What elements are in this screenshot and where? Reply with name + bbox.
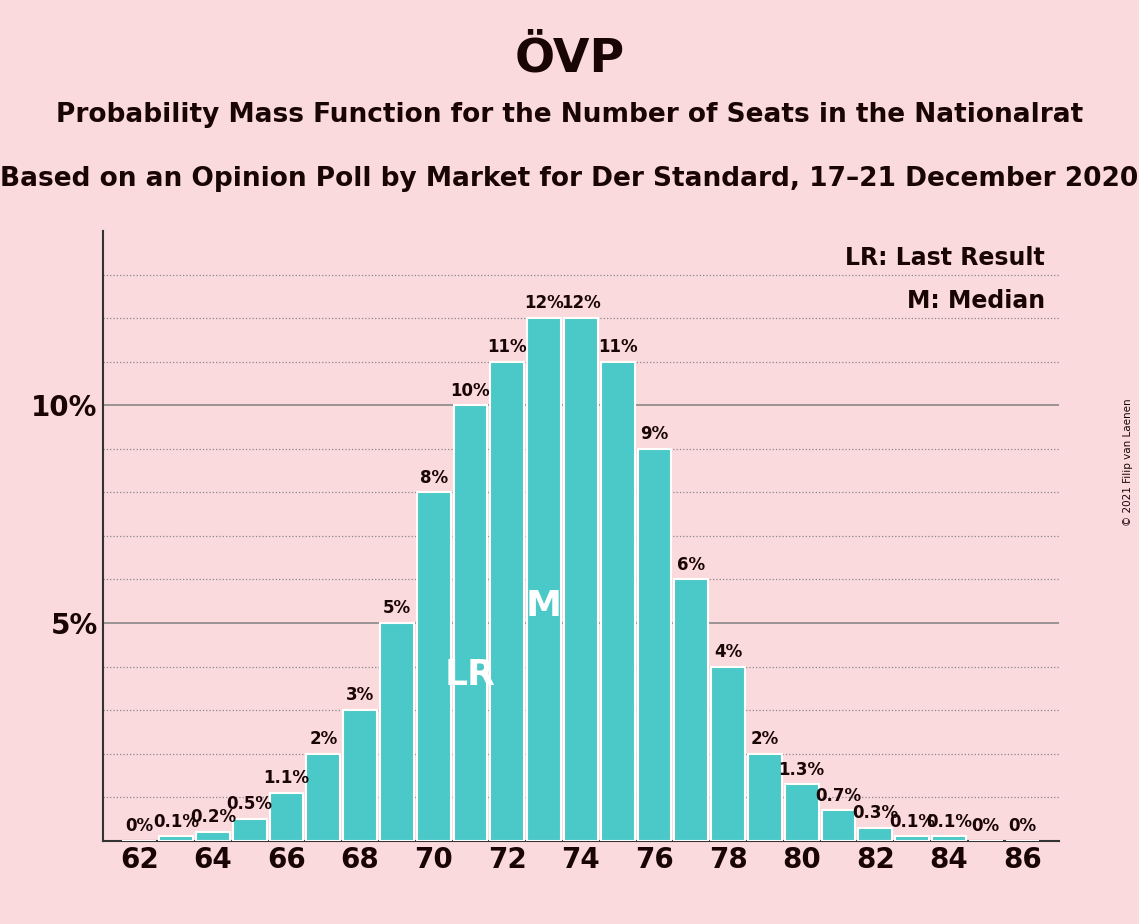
Text: © 2021 Filip van Laenen: © 2021 Filip van Laenen [1123, 398, 1133, 526]
Bar [932, 836, 966, 841]
Text: 2%: 2% [751, 730, 779, 748]
Bar [600, 361, 634, 841]
Bar [306, 754, 341, 841]
Bar [748, 754, 781, 841]
Bar [159, 836, 192, 841]
Bar [859, 828, 892, 841]
Text: M: Median: M: Median [907, 289, 1044, 313]
Text: M: M [526, 589, 562, 623]
Text: 0.7%: 0.7% [816, 786, 861, 805]
Text: 0.1%: 0.1% [926, 813, 972, 831]
Text: 3%: 3% [346, 687, 375, 704]
Text: 5%: 5% [383, 600, 411, 617]
Bar [895, 836, 929, 841]
Bar [674, 579, 708, 841]
Bar [232, 819, 267, 841]
Text: 11%: 11% [598, 338, 638, 356]
Bar [343, 711, 377, 841]
Text: Probability Mass Function for the Number of Seats in the Nationalrat: Probability Mass Function for the Number… [56, 102, 1083, 128]
Bar [491, 361, 524, 841]
Text: 6%: 6% [678, 556, 705, 574]
Bar [527, 318, 562, 841]
Text: 0.1%: 0.1% [153, 813, 199, 831]
Text: 8%: 8% [419, 468, 448, 487]
Text: 0%: 0% [1008, 817, 1036, 835]
Text: 0.3%: 0.3% [852, 804, 899, 822]
Bar [821, 810, 855, 841]
Bar [417, 492, 451, 841]
Text: 2%: 2% [309, 730, 337, 748]
Bar [453, 406, 487, 841]
Text: Based on an Opinion Poll by Market for Der Standard, 17–21 December 2020: Based on an Opinion Poll by Market for D… [0, 166, 1139, 192]
Text: LR: LR [445, 658, 495, 692]
Bar [380, 623, 413, 841]
Text: 0%: 0% [972, 817, 1000, 835]
Bar [196, 833, 230, 841]
Text: 0.1%: 0.1% [890, 813, 935, 831]
Bar [638, 449, 671, 841]
Bar [564, 318, 598, 841]
Text: 9%: 9% [640, 425, 669, 444]
Text: 1.3%: 1.3% [779, 760, 825, 779]
Text: 0.5%: 0.5% [227, 796, 272, 813]
Text: 1.1%: 1.1% [263, 770, 310, 787]
Bar [785, 784, 819, 841]
Text: 10%: 10% [451, 382, 490, 399]
Text: 11%: 11% [487, 338, 527, 356]
Text: 0.2%: 0.2% [190, 808, 236, 826]
Bar [711, 666, 745, 841]
Text: 12%: 12% [524, 295, 564, 312]
Text: 0%: 0% [125, 817, 154, 835]
Text: LR: Last Result: LR: Last Result [845, 246, 1044, 270]
Text: 12%: 12% [562, 295, 600, 312]
Text: 4%: 4% [714, 643, 743, 661]
Bar [270, 793, 303, 841]
Text: ÖVP: ÖVP [515, 37, 624, 82]
